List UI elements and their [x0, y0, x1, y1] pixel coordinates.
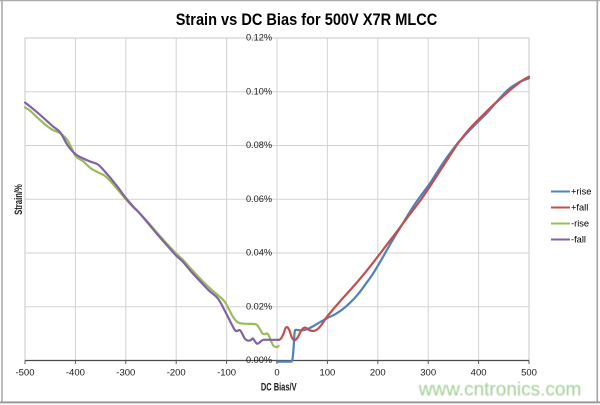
svg-text:-200: -200: [167, 368, 186, 379]
svg-text:0.10%: 0.10%: [246, 86, 272, 96]
svg-text:-100: -100: [217, 368, 236, 379]
svg-text:DC Bias/V: DC Bias/V: [261, 380, 297, 393]
svg-text:200: 200: [370, 368, 386, 379]
svg-text:0.06%: 0.06%: [246, 194, 272, 204]
svg-text:0.08%: 0.08%: [246, 140, 272, 150]
svg-text:300: 300: [420, 368, 436, 379]
svg-text:-300: -300: [116, 368, 135, 379]
svg-text:+rise: +rise: [571, 187, 591, 197]
svg-text:0.00%: 0.00%: [246, 355, 272, 365]
svg-text:Strain vs DC Bias for 500V X7R: Strain vs DC Bias for 500V X7R MLCC: [176, 11, 438, 29]
svg-text:0.04%: 0.04%: [246, 248, 272, 258]
svg-text:0.12%: 0.12%: [246, 33, 272, 43]
svg-text:-400: -400: [66, 368, 85, 379]
svg-text:0: 0: [274, 368, 279, 379]
svg-text:0.02%: 0.02%: [246, 301, 272, 311]
svg-text:www.cntronics.com: www.cntronics.com: [418, 380, 582, 401]
svg-text:+fall: +fall: [571, 203, 588, 213]
svg-text:100: 100: [319, 368, 335, 379]
svg-text:400: 400: [471, 368, 487, 379]
svg-text:500: 500: [521, 368, 537, 379]
svg-text:Strain/%: Strain/%: [13, 184, 26, 215]
svg-text:-fall: -fall: [571, 235, 586, 245]
svg-text:-500: -500: [15, 368, 34, 379]
svg-text:-rise: -rise: [571, 219, 589, 229]
